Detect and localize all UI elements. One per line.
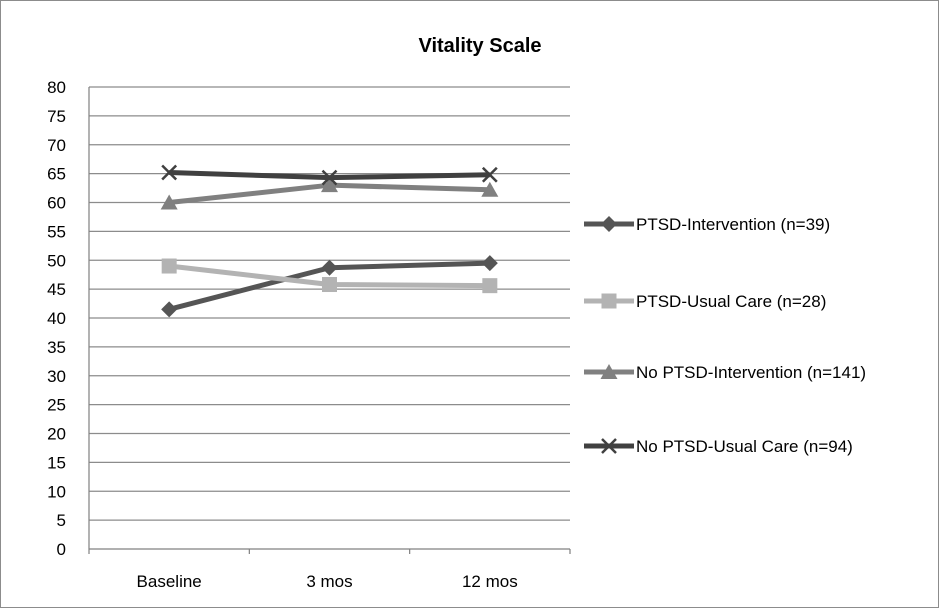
legend-swatch-marker [600, 364, 618, 379]
y-tick-label: 65 [47, 165, 66, 184]
legend-swatch-marker [601, 293, 617, 309]
x-tick-label: Baseline [137, 572, 202, 591]
x-tick-label: 12 mos [462, 572, 518, 591]
legend-entry: PTSD-Intervention (n=39) [584, 215, 830, 234]
data-point-marker [481, 166, 498, 183]
data-point-marker [481, 181, 499, 197]
legend-swatch-marker [601, 438, 617, 454]
legend-swatch-marker-stroke-b [601, 438, 617, 454]
chart-title: Vitality Scale [418, 35, 541, 57]
series-3 [160, 177, 499, 210]
y-tick-label: 20 [47, 425, 66, 444]
legend-entry: PTSD-Usual Care (n=28) [584, 292, 826, 311]
legend-label: No PTSD-Usual Care (n=94) [636, 437, 853, 456]
x-axis: Baseline 3 mos 12 mos [88, 549, 571, 591]
y-tick-label: 5 [57, 511, 66, 530]
series-lines [160, 164, 499, 318]
data-point-marker [321, 169, 338, 186]
data-point-marker-stroke-b [161, 164, 178, 181]
x-tick-label: 3 mos [306, 572, 352, 591]
series-4 [161, 164, 498, 186]
data-point-marker-stroke-b [321, 169, 338, 186]
data-point-marker [161, 164, 178, 181]
data-point-marker-stroke-b [481, 166, 498, 183]
series-2 [161, 258, 498, 294]
data-point-marker [161, 258, 177, 274]
legend: PTSD-Intervention (n=39) PTSD-Usual Care … [584, 215, 866, 456]
y-axis: 0 5 10 15 20 25 30 35 40 45 50 55 60 65 70 75 80 [47, 78, 90, 559]
series-1 [161, 255, 498, 318]
data-point-marker [161, 301, 178, 318]
legend-entry: No PTSD-Usual Care (n=94) [584, 437, 853, 456]
y-tick-label: 45 [47, 280, 66, 299]
y-tick-label: 25 [47, 396, 66, 415]
y-tick-label: 70 [47, 136, 66, 155]
legend-entry: No PTSD-Intervention (n=141) [584, 363, 866, 382]
data-point-marker [160, 194, 178, 210]
y-tick-label: 35 [47, 338, 66, 357]
y-tick-label: 75 [47, 107, 66, 126]
y-tick-label: 60 [47, 194, 66, 213]
y-tick-label: 55 [47, 222, 66, 241]
y-tick-label: 0 [57, 540, 66, 559]
data-point-marker [482, 278, 498, 294]
legend-label: No PTSD-Intervention (n=141) [636, 363, 866, 382]
y-tick-label: 50 [47, 251, 66, 270]
legend-label: PTSD-Intervention (n=39) [636, 215, 830, 234]
y-tick-label: 10 [47, 482, 66, 501]
data-point-marker [321, 177, 338, 193]
legend-label: PTSD-Usual Care (n=28) [636, 292, 826, 311]
data-point-marker [322, 277, 337, 293]
legend-swatch-marker [601, 216, 617, 232]
y-tick-label: 30 [47, 367, 66, 386]
data-point-marker [481, 255, 498, 272]
y-tick-label: 15 [47, 453, 66, 472]
data-point-marker [321, 259, 338, 276]
y-tick-label: 40 [47, 309, 66, 328]
y-tick-label: 80 [47, 78, 66, 97]
